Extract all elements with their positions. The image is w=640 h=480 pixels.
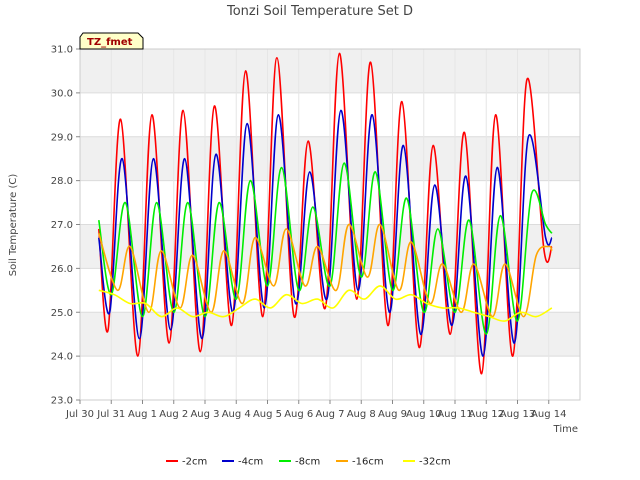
- y-tick-label: 23.0: [51, 396, 73, 407]
- x-tick-label: Aug 3: [190, 409, 219, 420]
- x-tick-label: Aug 14: [531, 409, 566, 420]
- x-tick-label: Jul 30: [65, 409, 94, 420]
- x-tick-label: Aug 4: [222, 409, 251, 420]
- annotation-box: TZ_fmet: [79, 32, 144, 50]
- y-tick-label: 29.0: [51, 132, 73, 143]
- series-layer: [98, 52, 553, 375]
- x-tick-label: Jul 31: [96, 409, 125, 420]
- y-axis: 23.0 24.0 25.0 26.0 27.0 28.0 29.0 30.0 31.0: [51, 45, 80, 407]
- x-tick-label: Aug 10: [406, 409, 441, 420]
- x-tick-label: Aug 5: [253, 409, 282, 420]
- x-tick-label: Aug 12: [469, 409, 504, 420]
- series-line--16cm: [98, 223, 553, 318]
- x-tick-label: Aug 7: [315, 409, 344, 420]
- legend-label--4cm: -4cm: [238, 457, 263, 468]
- x-tick-label: Aug 8: [347, 409, 376, 420]
- y-tick-label: 25.0: [51, 308, 73, 319]
- y-tick-label: 28.0: [51, 176, 73, 187]
- legend-label--2cm: -2cm: [182, 457, 207, 468]
- legend: -2cm -4cm -8cm -16cm -32cm: [166, 457, 451, 468]
- y-axis-label: Soil Temperature (C): [8, 174, 19, 277]
- series-line--32cm: [98, 285, 553, 322]
- y-tick-label: 26.0: [51, 264, 73, 275]
- x-tick-label: Aug 13: [500, 409, 535, 420]
- y-tick-label: 31.0: [51, 45, 73, 56]
- y-tick-label: 27.0: [51, 220, 73, 231]
- series-line--4cm: [98, 109, 553, 357]
- x-tick-label: Aug 2: [159, 409, 188, 420]
- x-tick-label: Aug 9: [378, 409, 407, 420]
- x-tick-label: Aug 6: [284, 409, 313, 420]
- series-line--8cm: [98, 162, 553, 336]
- x-tick-label: Aug 11: [437, 409, 472, 420]
- y-tick-label: 24.0: [51, 352, 73, 363]
- x-tick-label: Aug 1: [128, 409, 157, 420]
- x-axis-label: Time: [553, 424, 578, 435]
- x-axis: Jul 30 Jul 31 Aug 1 Aug 2 Aug 3 Aug 4 Aug 5 Aug…: [65, 400, 566, 420]
- chart-title: Tonzi Soil Temperature Set D: [226, 4, 413, 19]
- y-tick-label: 30.0: [51, 88, 73, 99]
- legend-label--8cm: -8cm: [295, 457, 320, 468]
- annotation-label: TZ_fmet: [87, 37, 133, 48]
- legend-label--32cm: -32cm: [419, 457, 451, 468]
- legend-label--16cm: -16cm: [352, 457, 384, 468]
